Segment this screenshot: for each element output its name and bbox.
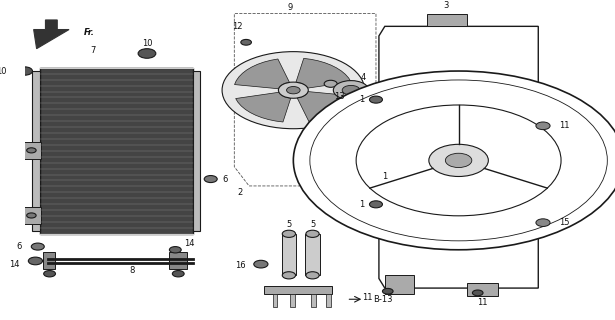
Circle shape (169, 247, 181, 253)
Text: 9: 9 (288, 3, 293, 12)
Circle shape (370, 96, 383, 103)
Polygon shape (297, 92, 352, 121)
Polygon shape (33, 71, 39, 231)
Circle shape (17, 67, 33, 75)
Circle shape (172, 270, 184, 277)
Polygon shape (282, 234, 296, 275)
Circle shape (445, 153, 472, 168)
Circle shape (293, 71, 615, 250)
Polygon shape (427, 13, 467, 26)
Circle shape (204, 176, 217, 182)
Text: 13: 13 (334, 92, 345, 101)
Text: 5: 5 (310, 220, 315, 229)
Polygon shape (326, 294, 330, 307)
Text: 6: 6 (17, 242, 22, 251)
Circle shape (472, 290, 483, 296)
Polygon shape (296, 58, 351, 88)
Text: 7: 7 (90, 46, 96, 55)
Polygon shape (39, 68, 193, 234)
Circle shape (254, 260, 268, 268)
Polygon shape (42, 252, 55, 269)
Circle shape (383, 288, 393, 294)
Text: 1: 1 (359, 95, 364, 104)
Polygon shape (169, 252, 187, 269)
Polygon shape (379, 26, 538, 288)
Polygon shape (22, 207, 41, 224)
Text: 10: 10 (0, 67, 7, 76)
Circle shape (310, 80, 608, 241)
Circle shape (282, 230, 296, 237)
Circle shape (370, 201, 383, 208)
Circle shape (28, 257, 42, 265)
Text: Fr.: Fr. (84, 28, 95, 37)
Text: 10: 10 (141, 39, 153, 48)
Text: 1: 1 (359, 200, 364, 209)
Circle shape (342, 85, 360, 95)
Circle shape (31, 243, 44, 250)
Circle shape (279, 82, 308, 98)
Text: 15: 15 (559, 218, 569, 227)
Circle shape (138, 49, 156, 58)
Circle shape (305, 124, 364, 156)
Text: 6: 6 (223, 174, 228, 184)
Text: 11: 11 (559, 121, 569, 130)
Circle shape (26, 213, 36, 218)
Text: 8: 8 (130, 266, 135, 275)
Polygon shape (290, 294, 295, 307)
Text: 14: 14 (184, 239, 195, 248)
Polygon shape (22, 141, 41, 159)
Circle shape (44, 270, 55, 277)
Circle shape (287, 86, 300, 94)
Polygon shape (193, 71, 200, 231)
Circle shape (356, 105, 561, 216)
Circle shape (306, 272, 319, 279)
Polygon shape (328, 156, 342, 162)
Circle shape (319, 131, 351, 148)
Circle shape (536, 122, 550, 130)
Polygon shape (34, 20, 69, 49)
Circle shape (222, 52, 365, 129)
Polygon shape (236, 92, 291, 122)
Circle shape (536, 219, 550, 227)
Text: 5: 5 (287, 220, 292, 229)
Circle shape (333, 81, 369, 100)
Polygon shape (385, 275, 415, 294)
Text: 2: 2 (237, 188, 243, 197)
Text: 11: 11 (362, 293, 373, 302)
Text: 3: 3 (443, 1, 448, 10)
Text: 4: 4 (360, 73, 365, 82)
Polygon shape (311, 294, 315, 307)
Polygon shape (305, 234, 320, 275)
Text: 11: 11 (477, 298, 488, 307)
Text: 12: 12 (232, 22, 242, 31)
Circle shape (367, 173, 379, 180)
Polygon shape (264, 286, 331, 294)
Text: 16: 16 (236, 261, 246, 270)
Circle shape (282, 272, 296, 279)
Text: 14: 14 (10, 260, 20, 269)
Circle shape (241, 39, 252, 45)
Polygon shape (467, 283, 498, 296)
Polygon shape (234, 59, 290, 89)
Circle shape (429, 144, 488, 177)
Text: 1: 1 (382, 172, 387, 181)
Text: B-13: B-13 (373, 295, 392, 304)
Circle shape (26, 148, 36, 153)
Circle shape (306, 230, 319, 237)
Circle shape (324, 80, 337, 87)
Polygon shape (272, 294, 277, 307)
